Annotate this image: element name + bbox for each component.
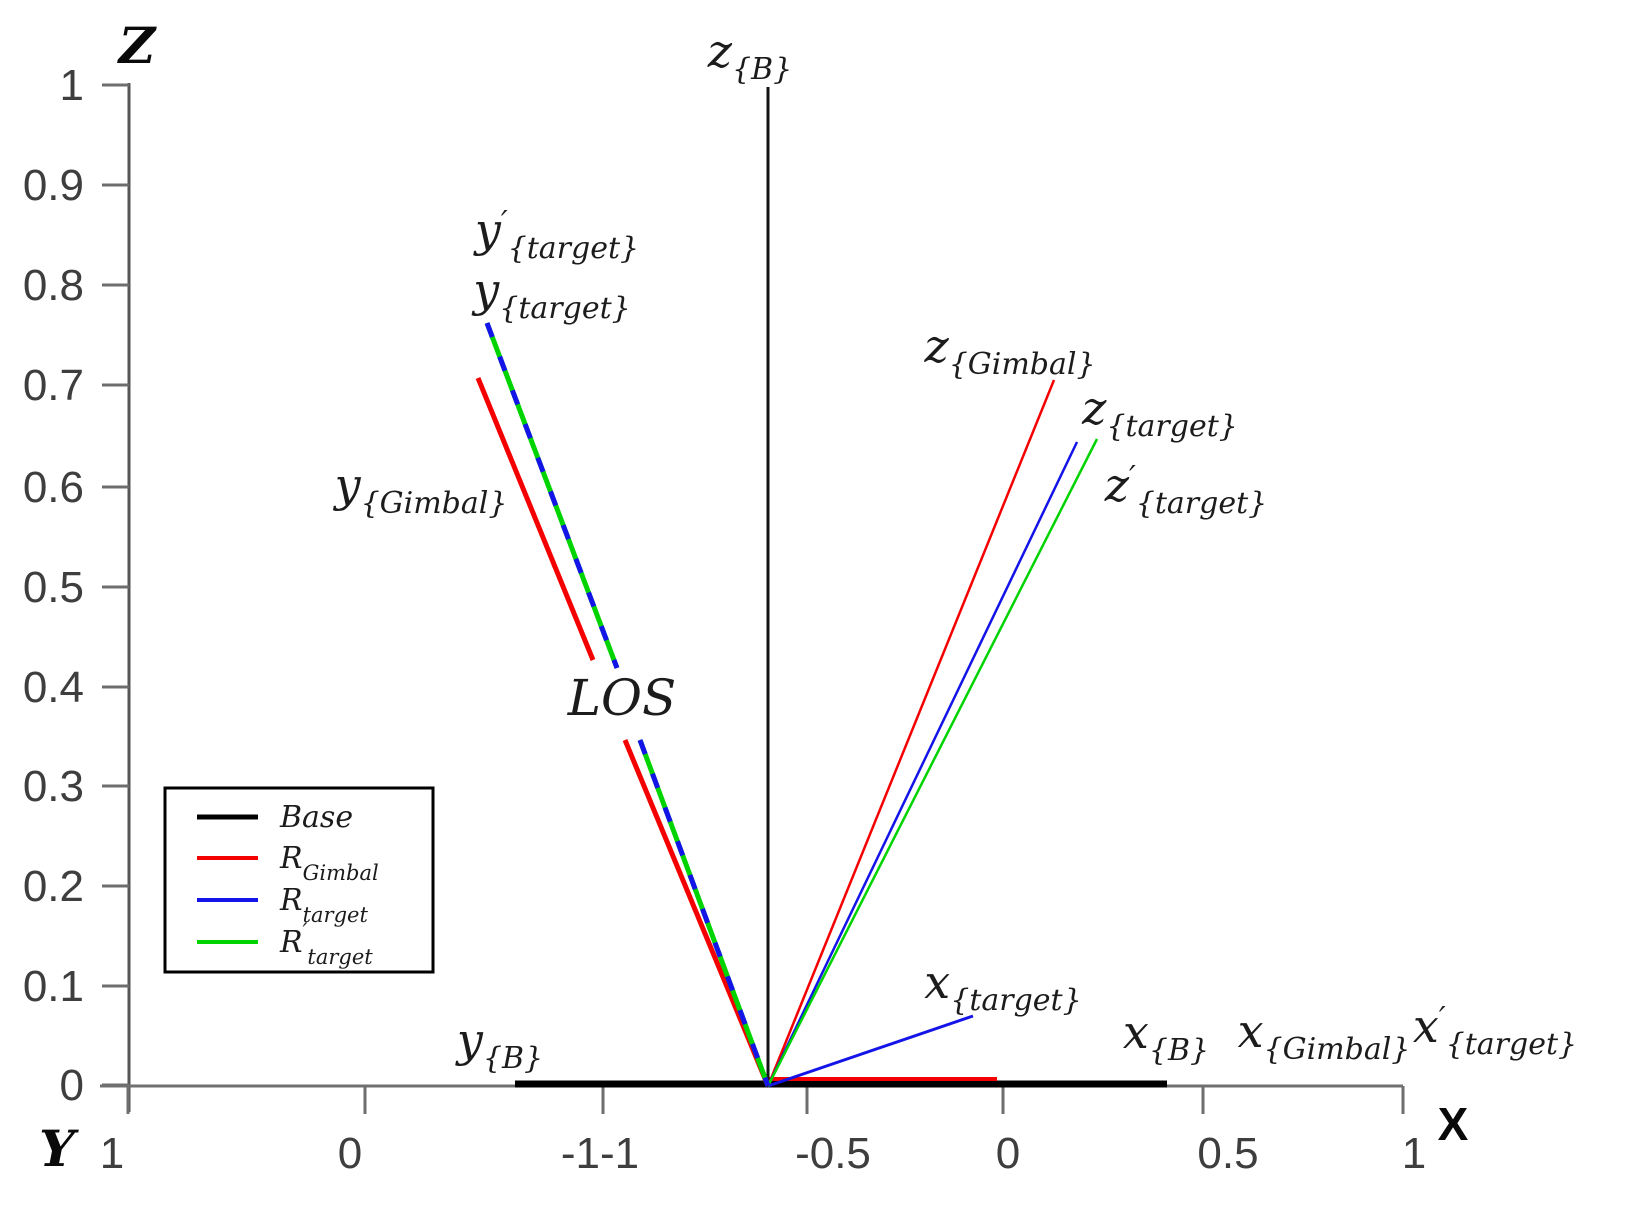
- label-x-target: x{target}: [924, 955, 1081, 1018]
- label-y-base: y{B}: [455, 1013, 543, 1076]
- sub-text: Gimbal: [303, 861, 379, 885]
- main-text: z: [1081, 381, 1107, 435]
- z-tick-label: 0.5: [23, 563, 84, 612]
- sub-text: target: [303, 903, 369, 927]
- main-text: x: [1238, 1004, 1264, 1058]
- sub-text: {target}: [499, 291, 630, 326]
- main-text: z: [707, 24, 733, 78]
- legend-label: R′target: [279, 919, 373, 969]
- prime-text: ′: [1129, 460, 1136, 495]
- label-x-gimbal: x{Gimbal}: [1238, 1004, 1411, 1067]
- x-target-vector: [767, 1014, 974, 1088]
- x-tick-label: 1: [100, 1129, 124, 1178]
- axis-title-z: Z: [117, 16, 158, 75]
- sub-text: {target}: [1446, 1027, 1577, 1062]
- z-target-prime-vector: [766, 438, 1099, 1087]
- z-tick-label: 0.4: [23, 663, 84, 712]
- x-tick-label: 0: [996, 1129, 1020, 1178]
- x-tick-label: 0.5: [1197, 1129, 1258, 1178]
- z-tick-label: 0.9: [23, 161, 84, 210]
- label-los: LOS: [567, 669, 676, 727]
- label-x-target-prime: x′{target}: [1413, 999, 1577, 1062]
- sub-text: {Gimbal}: [361, 486, 508, 521]
- main-text: x: [1123, 1005, 1149, 1059]
- sub-text: {Gimbal}: [949, 347, 1096, 382]
- main-text: y: [471, 263, 500, 317]
- sub-text: {target}: [1136, 486, 1267, 521]
- sub-text: target: [307, 945, 373, 969]
- label-z-target: z{target}: [1081, 381, 1238, 444]
- y-gimbal-vector-upper: [475, 377, 596, 661]
- main-text: R: [279, 841, 303, 876]
- z-tick-label: 0.3: [23, 762, 84, 811]
- axis-title-x: X: [1438, 1098, 1469, 1150]
- sub-text: {B}: [1149, 1033, 1209, 1068]
- z-tick-label: 0.1: [23, 962, 84, 1011]
- y-target-vector-lower: [637, 739, 771, 1087]
- sub-text: {B}: [483, 1041, 543, 1076]
- z-tick-label: 1: [60, 61, 84, 110]
- main-text: y: [455, 1013, 484, 1067]
- sub-text: {target}: [508, 231, 639, 266]
- z-tick-label: 0.2: [23, 862, 84, 911]
- label-z-target-prime: z′{target}: [1104, 458, 1268, 521]
- label-y-target-prime: y′{target}: [473, 203, 639, 266]
- main-text: z: [1104, 458, 1130, 512]
- legend-label: Base: [279, 800, 353, 835]
- x-tick-label: 1: [1402, 1129, 1426, 1178]
- z-tick-label: 0.6: [23, 463, 84, 512]
- sub-text: {Gimbal}: [1264, 1032, 1411, 1067]
- x-tick-label: -0.5: [795, 1129, 871, 1178]
- prime-text: ′: [501, 205, 508, 240]
- label-z-gimbal: z{Gimbal}: [923, 319, 1095, 382]
- prime-text: ′: [303, 919, 308, 943]
- z-tick-label: 0: [60, 1061, 84, 1110]
- main-text: y: [473, 203, 502, 257]
- main-text: Base: [279, 800, 353, 835]
- main-text: x: [924, 955, 950, 1009]
- axis-title-y: Y: [39, 1119, 79, 1178]
- z-target-vector: [766, 441, 1079, 1087]
- label-y-target: y{target}: [471, 263, 630, 326]
- x-tick-label: -1-1: [561, 1129, 639, 1178]
- x-tick-label: 0: [338, 1129, 362, 1178]
- prime-text: ′: [1439, 1001, 1446, 1036]
- label-x-base: x{B}: [1123, 1005, 1209, 1068]
- z-gimbal-vector: [766, 379, 1056, 1087]
- main-text: z: [923, 319, 949, 373]
- y-target-vector-upper: [484, 322, 620, 669]
- main-text: y: [333, 458, 362, 512]
- z-tick-label: 0.7: [23, 361, 84, 410]
- sub-text: {B}: [732, 52, 792, 87]
- main-text: x: [1413, 999, 1439, 1053]
- legend-label: RGimbal: [279, 841, 379, 885]
- sub-text: {target}: [950, 983, 1081, 1018]
- main-text: R: [279, 925, 303, 960]
- main-text: LOS: [567, 669, 676, 727]
- sub-text: {target}: [1106, 409, 1237, 444]
- label-z-base: z{B}: [707, 24, 792, 87]
- z-tick-label: 0.8: [23, 261, 84, 310]
- legend-label: Rtarget: [279, 883, 368, 927]
- label-y-gimbal: y{Gimbal}: [333, 458, 508, 521]
- main-text: R: [279, 883, 303, 918]
